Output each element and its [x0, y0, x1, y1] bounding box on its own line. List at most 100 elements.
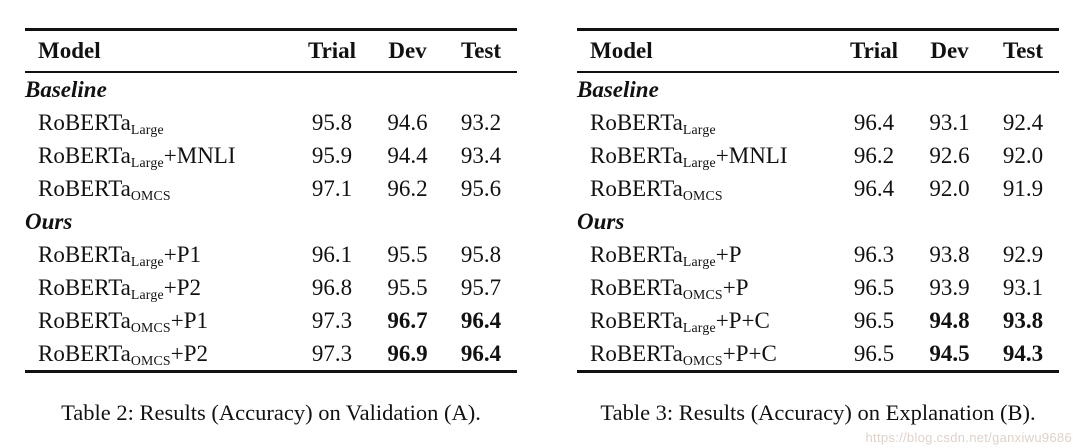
model-base: RoBERTa [590, 340, 683, 366]
test-value: 93.1 [1002, 274, 1044, 300]
column-header-test: Test [445, 29, 517, 73]
table-body: Baseline RoBERTaLarge 95.8 94.6 93.2 RoBERTaL… [25, 72, 517, 372]
table-header: Model Trial Dev Test [577, 29, 1059, 73]
model-name: RoBERTaOMCS [577, 172, 836, 205]
table-row: RoBERTaLarge 96.4 93.1 92.4 [577, 106, 1059, 139]
trial-value: 97.1 [311, 175, 353, 201]
model-base: RoBERTa [38, 340, 131, 366]
model-base: RoBERTa [38, 142, 131, 168]
dev-value: 95.5 [387, 241, 428, 267]
table-row: RoBERTaOMCS 96.4 92.0 91.9 [577, 172, 1059, 205]
model-base: RoBERTa [38, 274, 131, 300]
trial-value: 96.8 [311, 274, 353, 300]
model-subscript: Large [130, 154, 164, 170]
model-subscript: Large [130, 253, 164, 269]
table-row: RoBERTaOMCS 97.1 96.2 95.6 [25, 172, 517, 205]
model-subscript: OMCS [130, 187, 171, 203]
trial-value: 96.5 [853, 340, 895, 366]
dev-value: 96.2 [387, 175, 428, 201]
model-name: RoBERTaLarge+P1 [25, 238, 294, 271]
model-subscript: Large [682, 253, 716, 269]
table-caption: Table 3: Results (Accuracy) on Explanati… [600, 400, 1036, 425]
model-suffix: +P2 [170, 340, 209, 366]
watermark: https://blog.csdn.net/ganxiwu9686 [865, 430, 1072, 445]
trial-value: 96.3 [853, 241, 895, 267]
column-header-dev: Dev [370, 29, 445, 73]
model-name: RoBERTaOMCS+P1 [25, 304, 294, 337]
dev-value: 93.9 [929, 274, 970, 300]
dev-value: 93.1 [929, 109, 970, 135]
table-row: RoBERTaLarge+P2 96.8 95.5 95.7 [25, 271, 517, 304]
model-name: RoBERTaLarge+P2 [25, 271, 294, 304]
table-row: RoBERTaLarge+P 96.3 93.8 92.9 [577, 238, 1059, 271]
column-header-trial: Trial [836, 29, 912, 73]
table-row: RoBERTaOMCS+P2 97.3 96.9 96.4 [25, 337, 517, 372]
model-base: RoBERTa [590, 241, 683, 267]
test-value: 95.6 [460, 175, 502, 201]
model-subscript: OMCS [130, 319, 171, 335]
trial-value: 96.1 [311, 241, 353, 267]
model-suffix: +P1 [163, 241, 202, 267]
model-name: RoBERTaLarge+MNLI [25, 139, 294, 172]
model-base: RoBERTa [590, 175, 683, 201]
model-suffix: +P+C [715, 307, 770, 333]
model-name: RoBERTaLarge+P+C [577, 304, 836, 337]
test-value: 95.7 [460, 274, 502, 300]
model-name: RoBERTaOMCS [25, 172, 294, 205]
section-label: Ours [25, 208, 73, 234]
trial-value: 96.4 [853, 109, 895, 135]
table-2-validation: Model Trial Dev Test Baseline RoBERTaLarge 95… [25, 28, 517, 426]
column-header-test: Test [987, 29, 1059, 73]
section-label: Baseline [577, 76, 659, 102]
test-value: 93.2 [460, 109, 502, 135]
model-name: RoBERTaOMCS+P [577, 271, 836, 304]
column-header-model: Model [25, 29, 294, 73]
section-header-row: Ours [577, 205, 1059, 238]
model-base: RoBERTa [590, 274, 683, 300]
results-table: Model Trial Dev Test Baseline RoBERTaLarge 96… [577, 28, 1059, 373]
dev-value: 94.8 [929, 307, 970, 333]
model-base: RoBERTa [590, 109, 683, 135]
model-base: RoBERTa [38, 241, 131, 267]
table-row: RoBERTaLarge+MNLI 96.2 92.6 92.0 [577, 139, 1059, 172]
trial-value: 95.9 [311, 142, 353, 168]
table-row: RoBERTaLarge+P1 96.1 95.5 95.8 [25, 238, 517, 271]
test-value: 91.9 [1002, 175, 1044, 201]
model-suffix: +P2 [163, 274, 202, 300]
dev-value: 96.7 [387, 307, 428, 333]
trial-value: 96.5 [853, 274, 895, 300]
model-base: RoBERTa [38, 175, 131, 201]
model-subscript: Large [130, 286, 164, 302]
trial-value: 97.3 [311, 307, 353, 333]
section-label: Ours [577, 208, 625, 234]
table-row: RoBERTaLarge+MNLI 95.9 94.4 93.4 [25, 139, 517, 172]
model-subscript: OMCS [682, 286, 723, 302]
table-header: Model Trial Dev Test [25, 29, 517, 73]
test-value: 93.8 [1002, 307, 1044, 333]
model-subscript: Large [682, 154, 716, 170]
section-label: Baseline [25, 76, 107, 102]
model-subscript: OMCS [682, 187, 723, 203]
dev-value: 94.4 [387, 142, 428, 168]
dev-value: 96.9 [387, 340, 428, 366]
model-subscript: Large [682, 319, 716, 335]
section-header-row: Ours [25, 205, 517, 238]
model-suffix: +MNLI [715, 142, 788, 168]
test-value: 95.8 [460, 241, 502, 267]
test-value: 92.4 [1002, 109, 1044, 135]
dev-value: 95.5 [387, 274, 428, 300]
test-value: 94.3 [1002, 340, 1044, 366]
section-header-row: Baseline [577, 72, 1059, 106]
test-value: 96.4 [460, 340, 502, 366]
trial-value: 96.2 [853, 142, 895, 168]
table-body: Baseline RoBERTaLarge 96.4 93.1 92.4 RoBERTaL… [577, 72, 1059, 372]
model-subscript: OMCS [682, 352, 723, 368]
model-base: RoBERTa [590, 307, 683, 333]
test-value: 96.4 [460, 307, 502, 333]
column-header-model: Model [577, 29, 836, 73]
dev-value: 92.0 [929, 175, 970, 201]
test-value: 92.0 [1002, 142, 1044, 168]
model-suffix: +P [715, 241, 742, 267]
results-table: Model Trial Dev Test Baseline RoBERTaLarge 95… [25, 28, 517, 373]
dev-value: 94.6 [387, 109, 428, 135]
